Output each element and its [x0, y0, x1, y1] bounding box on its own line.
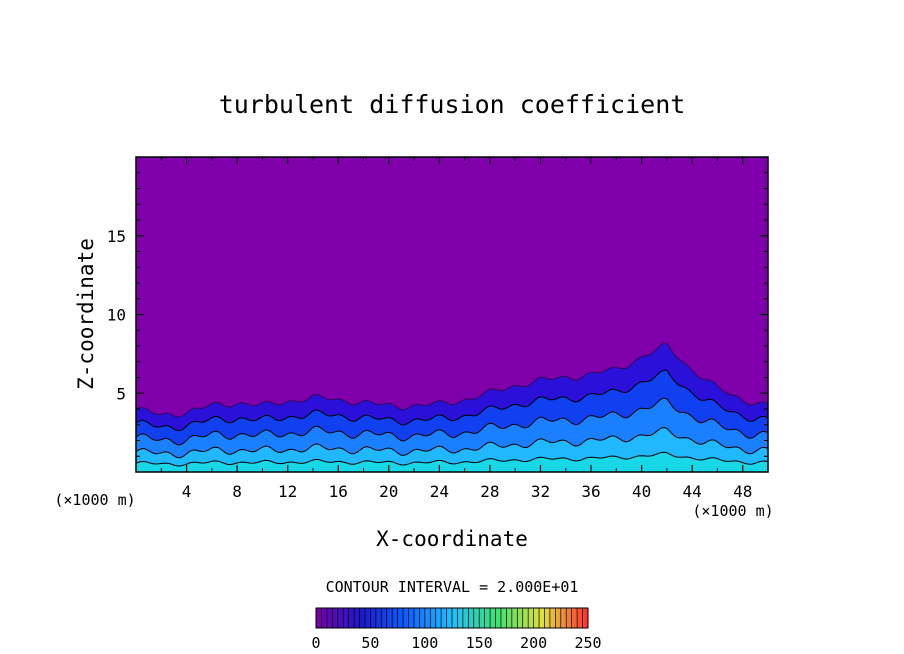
turbulent-layer	[136, 342, 768, 472]
y-tick-label: 5	[116, 384, 126, 403]
x-tick-label: 44	[683, 482, 702, 501]
colorbar-tick-label: 150	[466, 634, 493, 652]
x-axis-unit-left: (×1000 m)	[54, 491, 135, 509]
colorbar-tick-label: 50	[361, 634, 379, 652]
colorbar-frame	[315, 607, 589, 629]
x-tick-label: 20	[379, 482, 398, 501]
colorbar-tick-label: 100	[411, 634, 438, 652]
x-tick-label: 48	[733, 482, 752, 501]
x-axis: 4 8 12 16 20 24 28 32 36 40 44 48	[160, 157, 752, 501]
x-tick-label: 16	[329, 482, 348, 501]
x-tick-label: 40	[632, 482, 651, 501]
colorbar-tick-label: 0	[311, 634, 320, 652]
x-tick-label: 4	[182, 482, 192, 501]
y-axis: 5 10 15	[107, 172, 768, 457]
x-axis-unit-right: (×1000 m)	[692, 502, 773, 520]
x-tick-label: 36	[581, 482, 600, 501]
colorbar-tick-label: 250	[574, 634, 601, 652]
y-axis-label: Z-coordinate	[74, 238, 98, 390]
y-tick-label: 10	[107, 306, 126, 325]
colorbar-contour-lines	[321, 608, 583, 628]
x-tick-label: 24	[430, 482, 449, 501]
chart-title: turbulent diffusion coefficient	[219, 90, 686, 119]
colorbar-ticks: 0 50 100 150 200 250	[311, 634, 601, 652]
x-tick-label: 12	[278, 482, 297, 501]
y-tick-label: 15	[107, 227, 126, 246]
plot-area	[136, 157, 768, 472]
layer-band-surface	[136, 451, 768, 472]
x-tick-label: 8	[232, 482, 242, 501]
colorbar-tick-label: 200	[520, 634, 547, 652]
x-tick-label: 32	[531, 482, 550, 501]
contour-interval-text: CONTOUR INTERVAL = 2.000E+01	[326, 578, 579, 596]
x-tick-label: 28	[480, 482, 499, 501]
colorbar: 0 50 100 150 200 250	[311, 607, 602, 652]
x-axis-label: X-coordinate	[376, 527, 528, 551]
